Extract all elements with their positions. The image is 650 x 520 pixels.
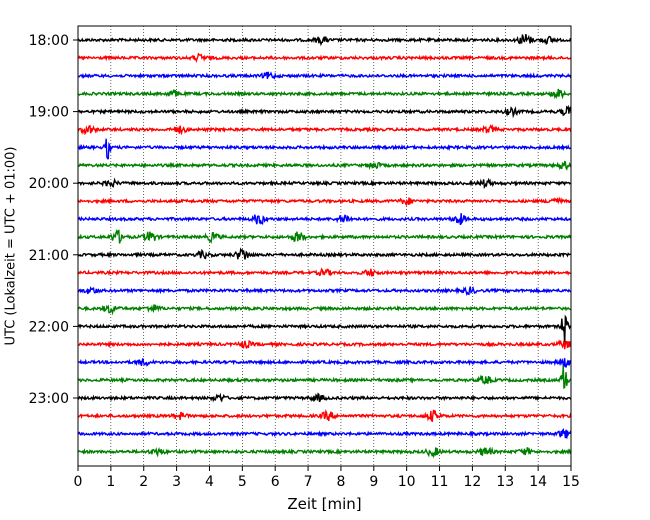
plot-frame bbox=[77, 25, 572, 467]
x-tick-label: 6 bbox=[271, 474, 280, 490]
trace-line bbox=[77, 428, 572, 439]
trace-line bbox=[77, 34, 572, 47]
x-tick-label: 2 bbox=[139, 474, 148, 490]
y-tick-label: 18:00 bbox=[29, 33, 69, 49]
x-tick-label: 1 bbox=[106, 474, 115, 490]
trace-line bbox=[77, 123, 572, 136]
trace-line bbox=[77, 357, 572, 368]
trace-line bbox=[77, 339, 572, 350]
x-tick-label: 10 bbox=[398, 474, 416, 490]
x-tick-label: 11 bbox=[431, 474, 449, 490]
x-tick-label: 15 bbox=[562, 474, 580, 490]
y-tick-label: 23:00 bbox=[29, 391, 69, 407]
trace-line bbox=[77, 71, 572, 80]
trace-layer bbox=[77, 34, 572, 459]
trace-line bbox=[77, 267, 572, 277]
vertical-grid bbox=[110, 26, 539, 466]
trace-line bbox=[77, 213, 572, 226]
x-axis-label: Zeit [min] bbox=[287, 495, 361, 513]
trace-line bbox=[77, 138, 572, 160]
trace-line bbox=[77, 229, 572, 244]
trace-line bbox=[77, 365, 572, 390]
trace-line bbox=[77, 104, 572, 119]
trace-line bbox=[77, 88, 572, 100]
x-tick-label: 0 bbox=[74, 474, 83, 490]
x-tick-label: 14 bbox=[529, 474, 547, 490]
trace-line bbox=[77, 196, 572, 207]
trace-line bbox=[77, 177, 572, 190]
x-tick-label: 5 bbox=[238, 474, 247, 490]
trace-line bbox=[77, 247, 572, 260]
trace-line bbox=[77, 160, 572, 171]
x-tick-label: 4 bbox=[205, 474, 214, 490]
y-tick-label: 20:00 bbox=[29, 176, 69, 192]
trace-line bbox=[77, 52, 572, 63]
trace-line bbox=[77, 392, 572, 403]
x-tick-label: 7 bbox=[304, 474, 313, 490]
x-axis: 0 1 2 3 4 5 6 7 8 9 10 11 12 13 14 15 bbox=[74, 466, 580, 490]
y-axis: 18:00 19:00 20:00 21:00 22:00 23:00 bbox=[29, 33, 78, 407]
trace-line bbox=[77, 409, 572, 423]
x-tick-label: 8 bbox=[336, 474, 345, 490]
y-tick-label: 22:00 bbox=[29, 319, 69, 335]
trace-line bbox=[78, 304, 572, 316]
trace-line bbox=[77, 446, 572, 459]
trace-line bbox=[77, 314, 572, 346]
x-tick-label: 13 bbox=[496, 474, 514, 490]
y-tick-label: 19:00 bbox=[29, 105, 69, 121]
x-tick-label: 3 bbox=[172, 474, 181, 490]
x-tick-label: 12 bbox=[463, 474, 481, 490]
y-tick-label: 21:00 bbox=[29, 248, 69, 264]
trace-line bbox=[77, 285, 572, 297]
y-axis-label: UTC (Lokalzeit = UTC + 01:00) bbox=[4, 147, 19, 346]
x-tick-label: 9 bbox=[369, 474, 378, 490]
